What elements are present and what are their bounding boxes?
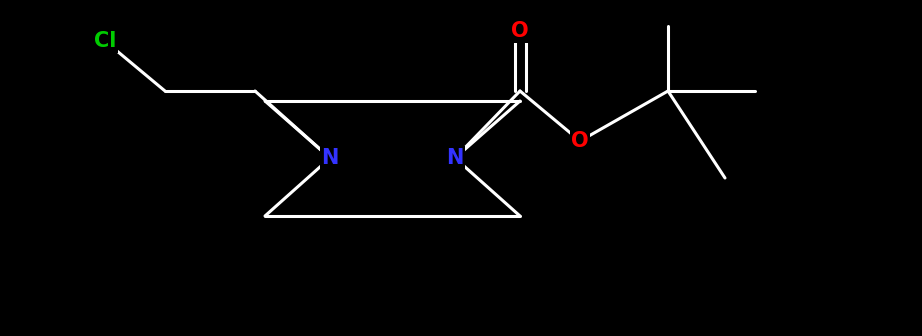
Text: N: N [446,148,464,168]
Text: N: N [321,148,338,168]
Text: Cl: Cl [94,31,116,51]
Text: O: O [511,21,529,41]
Text: O: O [572,131,589,151]
